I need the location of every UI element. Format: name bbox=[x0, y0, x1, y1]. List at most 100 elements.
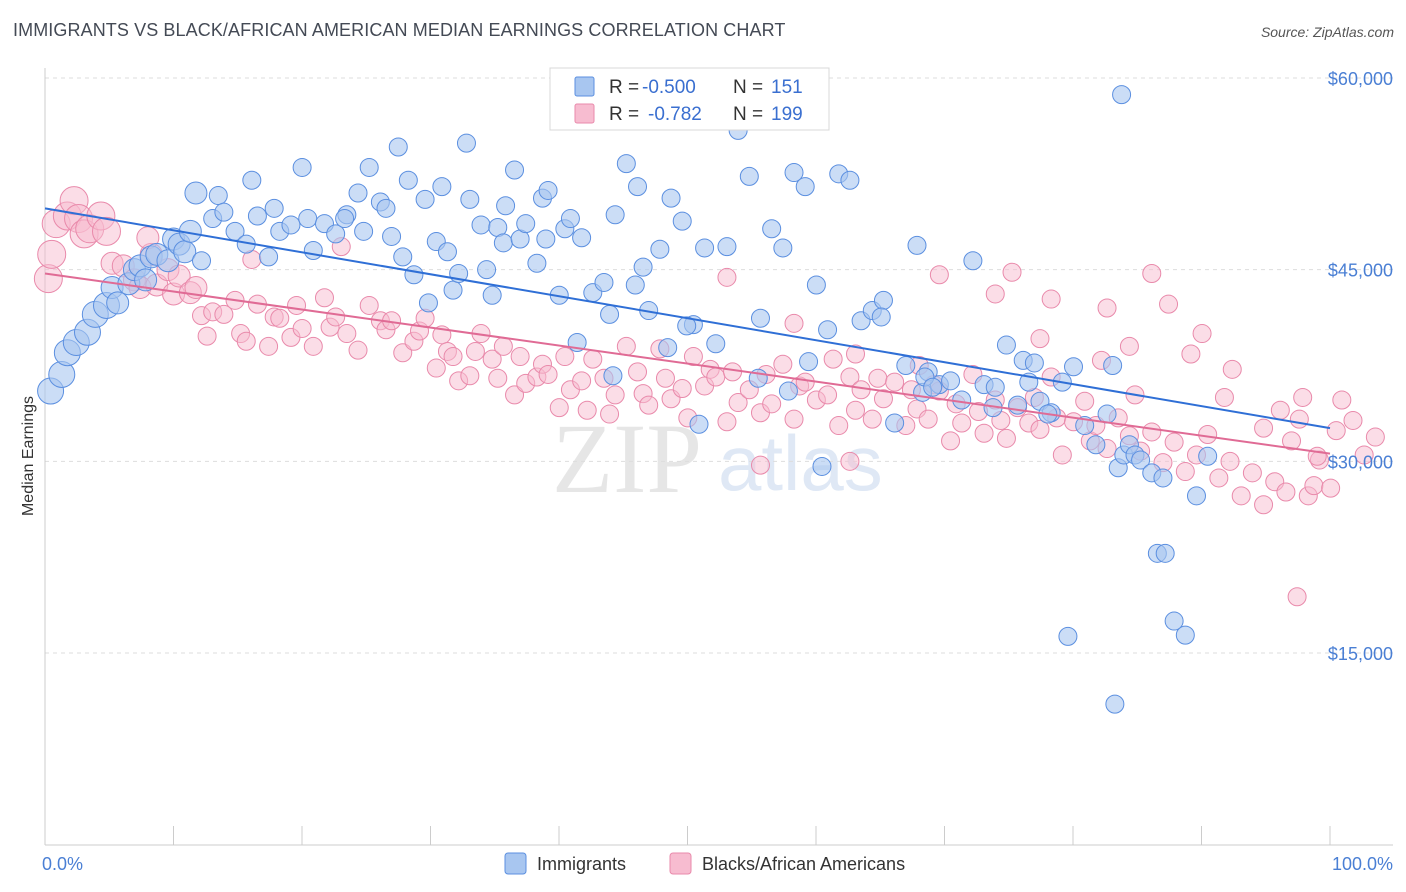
point-black bbox=[929, 265, 949, 285]
point-immigrants bbox=[572, 228, 592, 248]
point-black bbox=[1181, 344, 1201, 364]
point-black bbox=[846, 344, 866, 364]
legend-r-value-1: -0.500 bbox=[642, 77, 696, 98]
point-immigrants bbox=[538, 180, 558, 200]
point-black bbox=[952, 413, 972, 433]
point-black bbox=[750, 455, 770, 475]
point-black bbox=[270, 308, 290, 328]
point-immigrants bbox=[393, 247, 413, 267]
point-black bbox=[1270, 400, 1290, 420]
point-black bbox=[717, 267, 737, 287]
point-black bbox=[393, 343, 413, 363]
point-black bbox=[1142, 264, 1162, 283]
point-immigrants bbox=[1097, 404, 1117, 424]
point-immigrants bbox=[214, 202, 234, 222]
watermark-zip: ZIP bbox=[552, 403, 702, 514]
point-black bbox=[1030, 419, 1050, 439]
legend-n-value-1: 151 bbox=[771, 77, 803, 98]
point-immigrants bbox=[605, 205, 625, 225]
point-immigrants bbox=[184, 181, 208, 205]
point-immigrants bbox=[896, 356, 916, 375]
point-black bbox=[1254, 418, 1274, 438]
point-immigrants bbox=[259, 247, 279, 267]
x-ticks bbox=[44, 826, 1331, 845]
point-immigrants bbox=[784, 163, 804, 183]
bottom-legend-black: Blacks/African Americans bbox=[702, 854, 905, 874]
point-immigrants bbox=[415, 189, 435, 209]
point-immigrants bbox=[650, 239, 670, 259]
point-immigrants bbox=[658, 338, 678, 358]
point-black bbox=[885, 372, 905, 392]
point-immigrants bbox=[516, 214, 536, 234]
point-immigrants bbox=[460, 189, 480, 209]
point-immigrants bbox=[762, 219, 782, 239]
point-immigrants bbox=[717, 237, 737, 257]
point-black bbox=[1289, 409, 1309, 429]
point-black bbox=[1192, 324, 1212, 344]
point-immigrants bbox=[600, 304, 620, 324]
point-immigrants bbox=[1103, 356, 1123, 375]
point-immigrants bbox=[292, 157, 312, 177]
point-immigrants bbox=[208, 186, 228, 206]
point-black bbox=[683, 347, 703, 367]
point-immigrants bbox=[795, 177, 815, 197]
legend-r-label-1: R = bbox=[609, 77, 639, 98]
point-immigrants bbox=[923, 377, 943, 397]
point-black bbox=[1075, 391, 1095, 411]
point-immigrants bbox=[677, 316, 697, 336]
bottom-legend-immigrants: Immigrants bbox=[537, 854, 626, 874]
point-black bbox=[918, 409, 938, 429]
series-legend: Immigrants Blacks/African Americans bbox=[504, 852, 905, 875]
point-immigrants bbox=[404, 265, 424, 285]
point-immigrants bbox=[382, 226, 402, 246]
source-label: Source: ZipAtlas.com bbox=[1260, 24, 1394, 40]
point-immigrants bbox=[527, 253, 547, 273]
point-black bbox=[1326, 421, 1346, 441]
point-black bbox=[616, 336, 636, 356]
point-black bbox=[846, 400, 866, 420]
series-immigrants-points bbox=[37, 73, 1218, 714]
point-immigrants bbox=[1164, 611, 1184, 631]
point-black bbox=[1321, 478, 1341, 498]
y-tick-label: $60,000 bbox=[1328, 69, 1393, 89]
point-black bbox=[1293, 387, 1313, 407]
point-immigrants bbox=[750, 308, 770, 328]
point-immigrants bbox=[633, 257, 653, 277]
point-immigrants bbox=[871, 307, 891, 327]
point-immigrants bbox=[818, 320, 838, 340]
point-black bbox=[1041, 289, 1061, 309]
point-black bbox=[549, 398, 569, 418]
point-black bbox=[1097, 298, 1117, 318]
point-black bbox=[91, 216, 121, 246]
point-black bbox=[1142, 422, 1162, 442]
point-immigrants bbox=[354, 221, 374, 241]
legend-swatch-black bbox=[574, 103, 595, 124]
point-black bbox=[773, 354, 793, 374]
point-immigrants bbox=[443, 280, 463, 300]
point-black bbox=[605, 385, 625, 405]
point-black bbox=[639, 395, 659, 415]
series-black-points bbox=[33, 186, 1385, 607]
point-black bbox=[426, 358, 446, 378]
point-black bbox=[348, 340, 368, 360]
point-immigrants bbox=[1064, 357, 1084, 377]
point-black bbox=[555, 347, 575, 367]
legend-r-value-2: -0.782 bbox=[648, 104, 702, 125]
point-black bbox=[505, 385, 525, 405]
point-black bbox=[259, 336, 279, 356]
point-immigrants bbox=[418, 293, 438, 313]
bottom-legend-swatch-immigrants bbox=[504, 852, 527, 875]
point-black bbox=[1365, 427, 1385, 447]
point-immigrants bbox=[739, 166, 759, 186]
point-black bbox=[1282, 431, 1302, 451]
point-immigrants bbox=[1086, 435, 1106, 455]
point-immigrants bbox=[477, 260, 497, 280]
point-black bbox=[1119, 336, 1139, 356]
point-immigrants bbox=[388, 137, 408, 157]
point-immigrants bbox=[298, 209, 318, 229]
point-immigrants bbox=[625, 275, 645, 295]
y-tick-label: $15,000 bbox=[1328, 644, 1393, 664]
legend-swatch-immigrants bbox=[574, 76, 595, 97]
point-black bbox=[214, 304, 234, 324]
point-immigrants bbox=[806, 275, 826, 295]
